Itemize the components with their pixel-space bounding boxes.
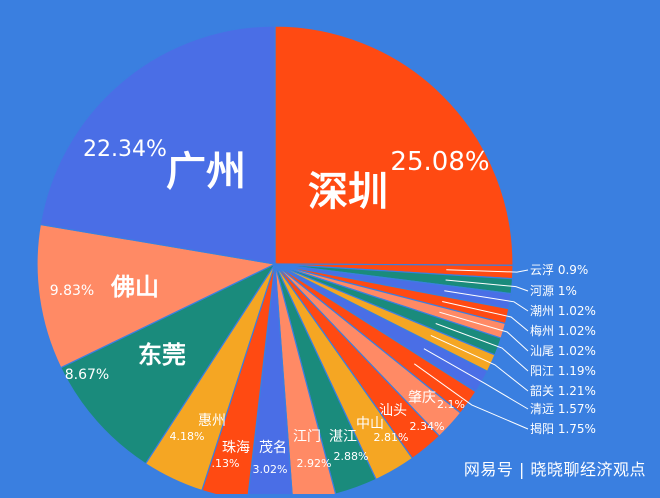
slice-percent-label: 9.83% <box>50 283 94 299</box>
slice-name-label: 珠海 <box>222 440 250 456</box>
slice-percent-label: 25.08% <box>390 147 489 177</box>
slice-side-label: 云浮 0.9% <box>530 263 588 277</box>
slice-percent-label: 8.67% <box>65 367 109 383</box>
slice-name-label: 东莞 <box>138 341 186 369</box>
watermark: 网易号 | 晓晓聊经济观点 <box>464 456 646 480</box>
slice-percent-label: 2.1% <box>437 398 465 411</box>
pie-slice-0 <box>275 26 513 265</box>
slice-percent-label: 2.81% <box>374 431 409 444</box>
slice-percent-label: 22.34% <box>83 137 167 162</box>
slice-percent-label: 2.92% <box>297 457 332 470</box>
slice-percent-label: 2.88% <box>334 450 369 463</box>
slice-side-label: 清远 1.57% <box>530 402 596 416</box>
slice-side-label: 河源 1% <box>530 284 577 298</box>
slice-name-label: 湛江 <box>329 429 357 445</box>
slice-name-label: 江门 <box>293 429 321 445</box>
slice-name-label: 中山 <box>356 416 384 432</box>
slice-name-label: 广州 <box>166 149 246 195</box>
slice-percent-label: 2.34% <box>410 420 445 433</box>
slice-side-label: 梅州 1.02% <box>530 323 596 338</box>
slice-percent-label: 3.02% <box>253 463 288 476</box>
slice-side-label: 阳江 1.19% <box>530 364 596 378</box>
slice-side-label: 揭阳 1.75% <box>530 421 596 436</box>
slice-side-label: 潮州 1.02% <box>530 303 596 318</box>
slice-name-label: 深圳 <box>308 169 388 215</box>
slice-name-label: 佛山 <box>110 273 159 301</box>
slice-side-label: 韶关 1.21% <box>530 383 596 398</box>
slice-name-label: 肇庆 <box>408 390 436 406</box>
slice-name-label: 惠州 <box>198 413 226 429</box>
slice-name-label: 茂名 <box>259 439 287 456</box>
slice-percent-label: 4.18% <box>170 430 205 443</box>
slice-side-label: 汕尾 1.02% <box>530 344 596 358</box>
